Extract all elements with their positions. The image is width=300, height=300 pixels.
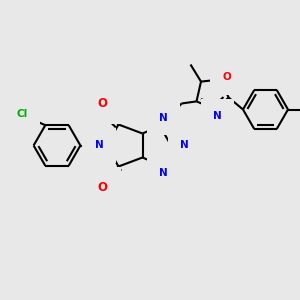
Text: O: O — [97, 97, 107, 110]
Text: O: O — [97, 181, 107, 194]
Text: O: O — [222, 72, 231, 82]
Text: Cl: Cl — [16, 109, 28, 119]
Text: N: N — [94, 140, 103, 151]
Text: N: N — [213, 111, 222, 121]
Text: N: N — [159, 113, 168, 123]
Text: N: N — [159, 168, 168, 178]
Text: N: N — [180, 140, 189, 151]
